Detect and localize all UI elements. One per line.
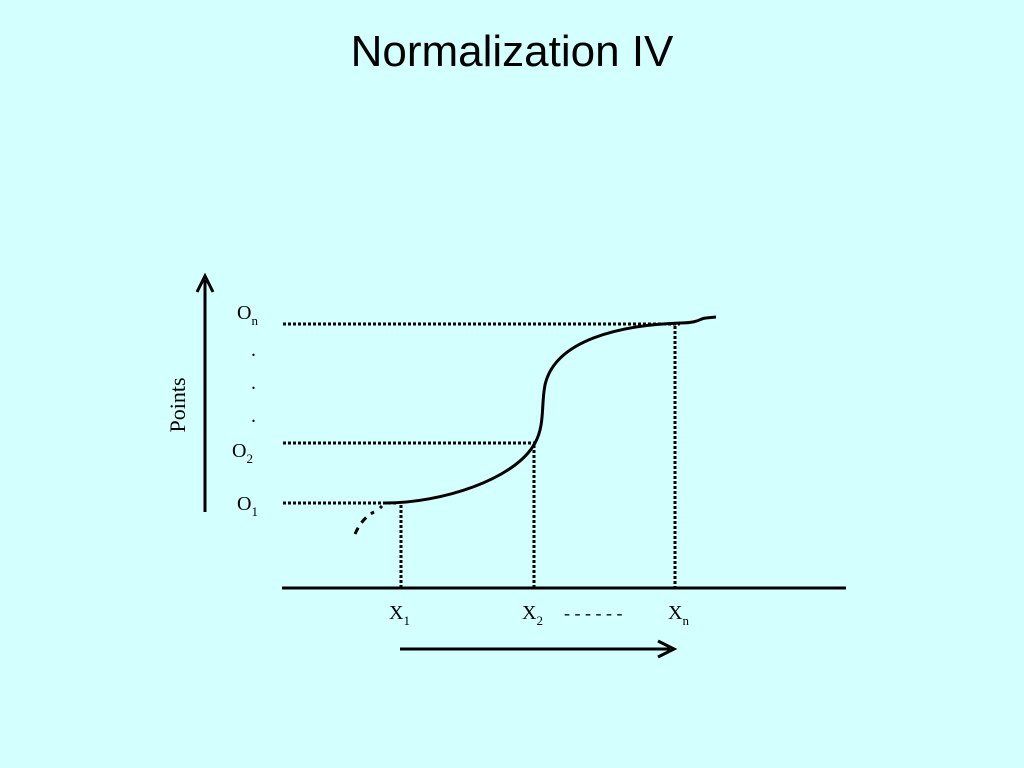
svg-text:Xn: Xn (668, 602, 689, 628)
y-label-on: On (237, 302, 258, 328)
y-ellipsis-dot-3: . (251, 405, 256, 427)
x-label-x2-sub: 2 (536, 613, 543, 628)
y-arrow (195, 272, 215, 512)
y-label-o1-base: O (237, 493, 251, 515)
x-label-x2: X2 (522, 602, 543, 628)
y-label-on-sub: n (251, 313, 258, 328)
x-label-x1-sub: 1 (403, 613, 410, 628)
y-label-o1: O1 (237, 493, 258, 519)
svg-text:O1: O1 (237, 493, 258, 519)
y-label-o2-base: O (232, 440, 246, 462)
x-label-x1-base: X (389, 602, 404, 624)
x-label-xn: Xn (668, 602, 689, 628)
x-label-xn-sub: n (682, 613, 689, 628)
y-label-on-base: O (237, 302, 251, 324)
y-ellipsis: . . . (251, 339, 256, 427)
x-label-xn-base: X (668, 602, 683, 624)
x-label-x1: X1 (389, 602, 410, 628)
y-label-o2: O2 (232, 440, 253, 466)
curve-tail (353, 510, 375, 535)
svg-text:On: On (237, 302, 258, 328)
x-label-x2-base: X (522, 602, 537, 624)
curve-tail-dot (378, 504, 384, 510)
normalization-curve (385, 315, 717, 505)
vertical-guides (399, 326, 677, 587)
x-arrow (400, 639, 678, 659)
y-label-o1-sub: 1 (251, 504, 258, 519)
svg-text:O2: O2 (232, 440, 253, 466)
slide-title: Normalization IV (350, 27, 674, 76)
y-label-o2-sub: 2 (246, 451, 253, 466)
x-ellipsis: - - - - - - (564, 603, 622, 623)
y-ellipsis-dot-1: . (251, 339, 256, 361)
y-ellipsis-dot-2: . (251, 372, 256, 394)
y-axis-label: Points (165, 377, 190, 432)
svg-text:X1: X1 (389, 602, 410, 628)
svg-text:X2: X2 (522, 602, 543, 628)
horizontal-guides (283, 322, 680, 505)
